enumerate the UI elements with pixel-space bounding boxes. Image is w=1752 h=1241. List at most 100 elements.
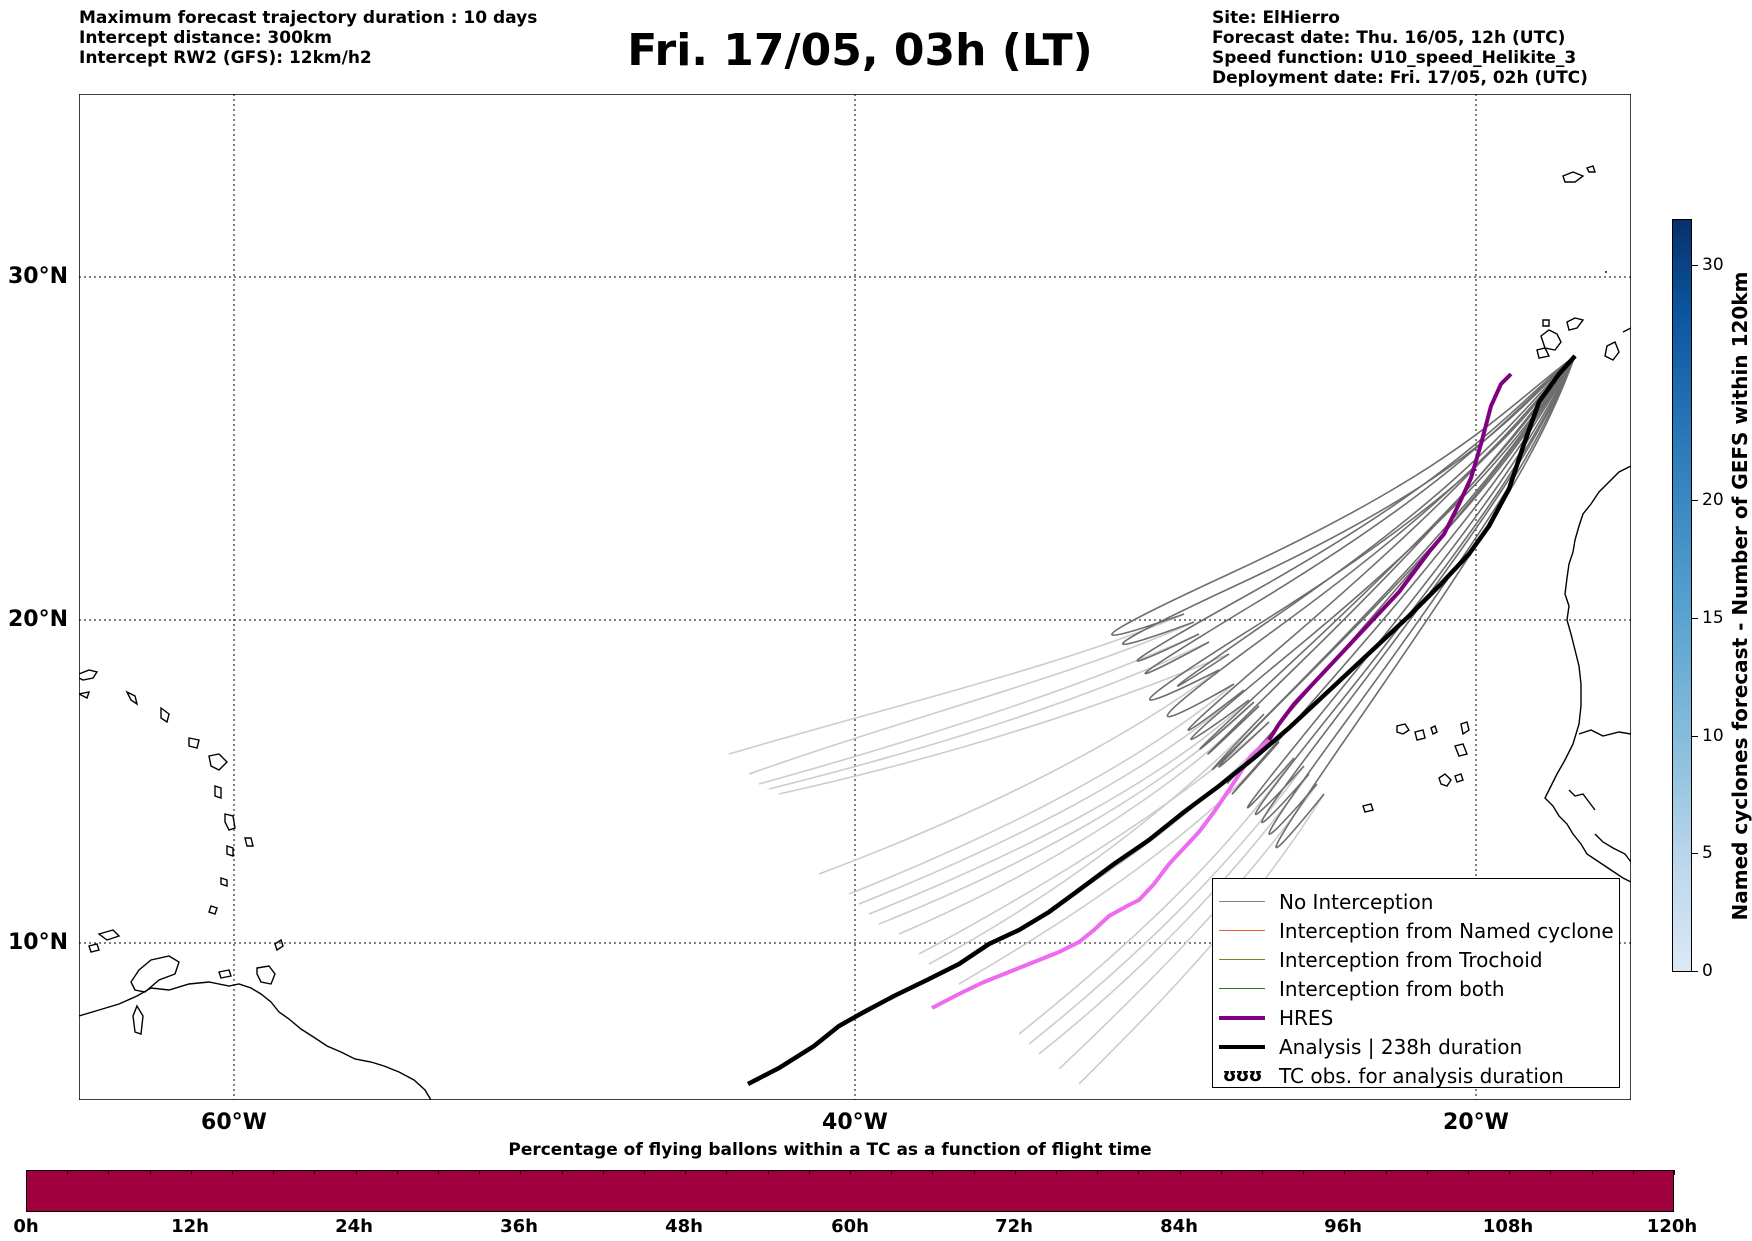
flight-time-tick	[932, 1170, 934, 1175]
flight-time-tick	[1550, 1170, 1552, 1175]
colorbar-tick	[1692, 736, 1698, 737]
lon-label-60w: 60°W	[201, 1110, 267, 1135]
ensemble-track	[1275, 355, 1576, 849]
flight-time-tick	[561, 1170, 563, 1175]
ensemble-late-segments	[728, 613, 1325, 1085]
flight-time-tick	[1220, 1170, 1222, 1175]
coast-st-vincent	[220, 877, 228, 887]
flight-time-tick	[314, 1170, 316, 1175]
coast-madeira-2	[1586, 165, 1596, 173]
cyclone-count-colorbar	[1672, 219, 1692, 972]
flight-time-tick	[1426, 1170, 1428, 1175]
flight-time-tick	[1138, 1170, 1140, 1175]
coast-tobago	[274, 938, 284, 952]
flight-time-tick	[149, 1170, 151, 1175]
coast-puerto-rico-area	[79, 669, 99, 681]
colorbar-tick-label: 30	[1702, 255, 1724, 275]
ensemble-track	[1122, 355, 1576, 646]
colorbar-tick	[1692, 853, 1698, 854]
coast-africa-gambia	[1578, 729, 1631, 737]
colorbar-tick-label: 5	[1702, 843, 1713, 863]
legend-item-trochoid: Interception from Trochoid	[1219, 945, 1543, 974]
legend-item-both: Interception from both	[1219, 974, 1505, 1003]
legend-item-tc-obs: ʊʊʊ TC obs. for analysis duration	[1219, 1061, 1564, 1090]
coast-cv-5	[1454, 743, 1468, 757]
ensemble-track	[1144, 355, 1576, 675]
legend-label: Interception from Trochoid	[1279, 947, 1543, 972]
intercept-rw2-text: Intercept RW2 (GFS): 12km/h2	[79, 48, 372, 68]
flight-time-tick	[1468, 1170, 1469, 1175]
coast-guadeloupe	[208, 753, 228, 771]
legend-swatch	[1219, 1015, 1265, 1020]
intercept-distance-text: Intercept distance: 300km	[79, 28, 332, 48]
flight-time-tick	[973, 1170, 975, 1175]
flight-time-tick	[520, 1170, 522, 1175]
ensemble-track-late	[748, 621, 1195, 775]
legend-label: Interception from both	[1279, 976, 1505, 1001]
flight-time-tick	[685, 1170, 687, 1175]
legend-swatch	[1219, 988, 1265, 989]
forecast-date-text: Forecast date: Thu. 16/05, 12h (UTC)	[1212, 28, 1566, 48]
colorbar-tick	[1692, 265, 1698, 266]
colorbar-horizontal-title: Percentage of flying ballons within a TC…	[508, 1140, 1152, 1160]
header-right-info: Site: ElHierro Forecast date: Thu. 16/05…	[1212, 8, 1588, 88]
header-left-info: Maximum forecast trajectory duration : 1…	[79, 8, 537, 68]
legend-item-named-cyclone: Interception from Named cyclone	[1219, 916, 1614, 945]
flight-time-tick	[1509, 1170, 1511, 1175]
coast-curacao	[97, 929, 121, 941]
map-gridlines	[79, 94, 1631, 1100]
ensemble-track-late	[868, 699, 1250, 915]
legend-swatch	[1219, 901, 1265, 902]
flight-time-label: 48h	[665, 1216, 703, 1237]
ensemble-track-late	[1058, 783, 1318, 1070]
colorbar-tick	[1692, 971, 1698, 972]
coast-lesser-antilles-1	[125, 690, 139, 706]
coast-cv-4	[1460, 721, 1470, 736]
ensemble-track-late	[728, 613, 1185, 755]
legend-item-analysis: Analysis | 238h duration	[1219, 1032, 1522, 1061]
flight-time-tick	[891, 1170, 893, 1175]
coast-south-america	[79, 981, 432, 1100]
flight-time-tick	[26, 1170, 27, 1175]
flight-time-tick	[355, 1170, 357, 1175]
flight-time-tick	[190, 1170, 192, 1175]
flight-time-tick	[1179, 1170, 1181, 1175]
coast-cv-1	[1396, 723, 1410, 735]
flight-time-tick	[1674, 1170, 1675, 1175]
ensemble-track	[1207, 355, 1576, 755]
ensemble-track	[1246, 355, 1576, 809]
flight-time-tick	[1632, 1170, 1634, 1175]
coast-cv-2	[1414, 729, 1426, 741]
legend-swatch	[1219, 930, 1265, 931]
map-legend: No Interception Interception from Named …	[1212, 878, 1620, 1088]
colorbar-tick-label: 10	[1702, 726, 1724, 746]
colorbar-tick-label: 0	[1702, 961, 1713, 981]
coast-canary-5	[1542, 319, 1550, 327]
coast-africa	[1544, 465, 1631, 883]
coast-canary-2	[1566, 317, 1585, 331]
lat-label-20n: 20°N	[7, 607, 68, 632]
coast-lake	[132, 1004, 144, 1035]
ensemble-track	[1148, 355, 1576, 701]
coast-trinidad	[256, 965, 276, 985]
coast-margarita	[218, 969, 232, 979]
flight-time-tick	[1056, 1170, 1057, 1175]
ensemble-track	[1254, 355, 1576, 816]
ensemble-track-late	[1078, 793, 1325, 1085]
ensemble-track	[1190, 355, 1576, 741]
flight-time-label: 0h	[13, 1216, 39, 1237]
flight-time-tick	[602, 1170, 604, 1175]
coast-dominica	[214, 785, 222, 799]
flight-time-tick	[1097, 1170, 1099, 1175]
legend-item-no-interception: No Interception	[1219, 887, 1433, 916]
legend-label: Interception from Named cyclone	[1279, 918, 1614, 943]
flight-time-tick	[644, 1170, 645, 1175]
ensemble-track-late	[1038, 773, 1310, 1055]
ensemble-track	[1136, 355, 1576, 662]
flight-time-tick	[1385, 1170, 1387, 1175]
flight-time-label: 60h	[831, 1216, 869, 1237]
coast-cv-3	[1430, 725, 1438, 735]
coast-lesser-antilles-3	[188, 737, 200, 749]
trajectory-map	[79, 94, 1631, 1100]
lat-label-30n: 30°N	[7, 264, 68, 289]
